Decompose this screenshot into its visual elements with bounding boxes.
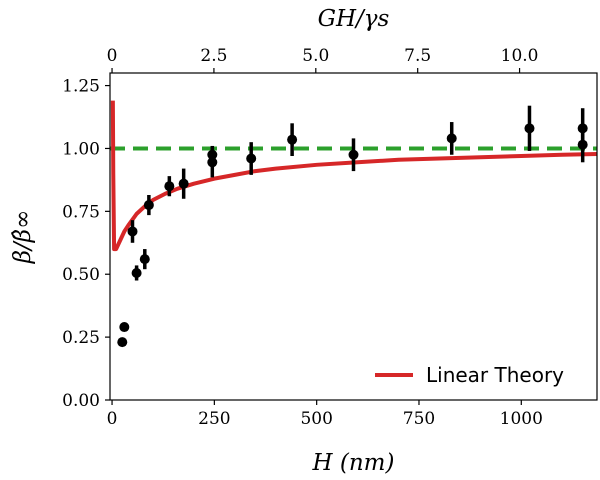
y-tick-label: 0.50 (62, 265, 100, 285)
legend-label-theory: Linear Theory (426, 363, 564, 387)
data-marker (348, 149, 359, 160)
top-x-tick-label: 7.5 (404, 46, 431, 66)
linear-theory-line (110, 100, 598, 252)
y-tick-label: 0.75 (62, 202, 100, 222)
x-tick-label: 0 (107, 409, 118, 429)
top-x-tick-label: 2.5 (200, 46, 227, 66)
data-marker (524, 123, 535, 134)
data-point (246, 142, 257, 175)
x-axis-title: H (nm) (312, 450, 395, 476)
data-marker (131, 267, 142, 278)
x-tick-label: 750 (403, 409, 435, 429)
top-x-tick-label: 0 (107, 46, 118, 66)
data-marker (119, 322, 130, 333)
data-marker (287, 134, 298, 145)
data-point (287, 123, 298, 157)
data-marker (127, 226, 138, 237)
data-point (117, 337, 128, 348)
y-tick-label: 0.25 (62, 328, 100, 348)
data-marker (207, 149, 218, 160)
data-marker (446, 133, 457, 144)
top-x-tick-label: 5.0 (302, 46, 329, 66)
data-point (207, 145, 218, 164)
y-tick-label: 1.25 (62, 77, 100, 97)
axes-layer: 0 250 500 750 1000 0.00 0.25 0.50 0.75 1.00 1.25 0 2… (10, 6, 598, 476)
data-point (119, 322, 130, 333)
x-tick-label: 500 (300, 409, 332, 429)
top-x-axis-title: GH/γs (318, 6, 390, 32)
data-point (139, 249, 150, 270)
data-marker (117, 337, 128, 348)
theory-line-layer (110, 100, 598, 252)
data-point (577, 127, 588, 163)
top-x-tick-label: 10.0 (501, 46, 539, 66)
data-point (178, 168, 189, 199)
data-marker (577, 139, 588, 150)
data-marker (178, 178, 189, 189)
x-tick-label: 250 (198, 409, 230, 429)
data-point (524, 105, 535, 151)
legend: Linear Theory (375, 363, 564, 387)
data-point (143, 194, 154, 216)
data-point (446, 122, 457, 155)
data-point (348, 138, 359, 172)
data-marker (139, 254, 150, 265)
data-marker (143, 200, 154, 211)
y-axis-title: β/β̂∞ (10, 210, 36, 265)
data-point (131, 265, 142, 281)
data-point (127, 220, 138, 243)
plot-frame (109, 72, 598, 401)
x-tick-label: 1000 (500, 409, 543, 429)
y-tick-label: 0.00 (62, 391, 100, 411)
y-tick-label: 1.00 (62, 139, 100, 159)
data-points-layer (117, 105, 588, 348)
data-marker (164, 181, 175, 192)
data-point (164, 176, 175, 197)
data-marker (246, 153, 257, 164)
